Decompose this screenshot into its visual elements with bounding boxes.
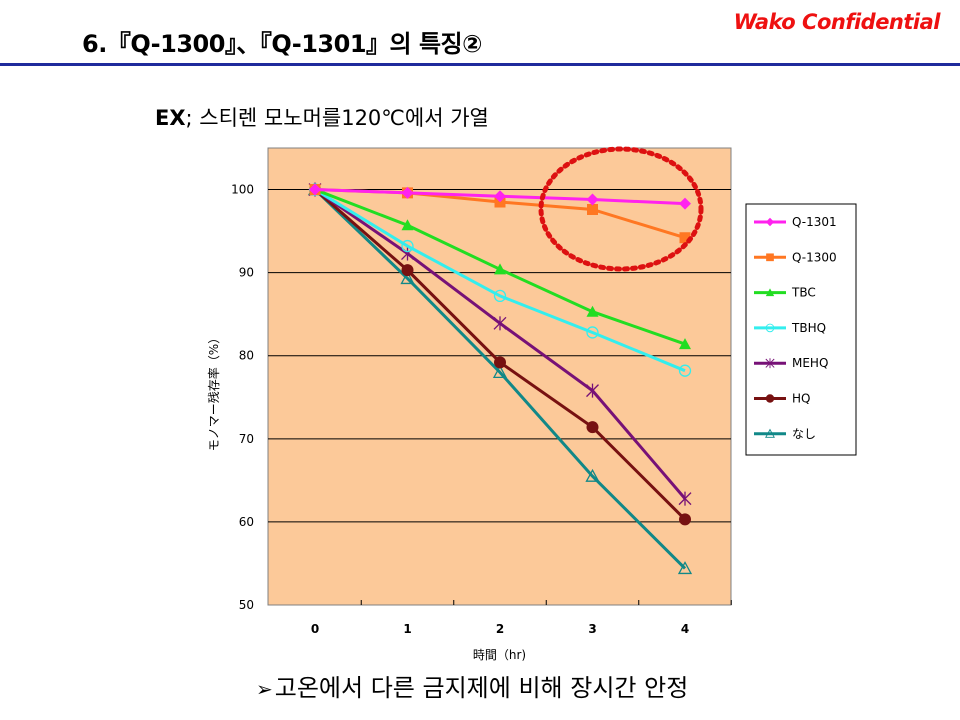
x-axis-ticks: 0 1 2 3 4: [311, 600, 732, 636]
data-point: [586, 421, 599, 434]
legend-item: HQ: [754, 392, 810, 406]
x-tick-label: 1: [403, 622, 411, 636]
data-point: [765, 428, 775, 438]
data-point: [765, 358, 775, 369]
y-axis-title: モノマー残存率（%）: [206, 332, 221, 451]
data-point: [494, 356, 506, 369]
arrow-bullet-icon: ➢: [256, 677, 273, 701]
data-point: [679, 513, 691, 526]
data-point: [401, 219, 414, 231]
data-point: [492, 364, 508, 378]
x-tick-label: 0: [311, 622, 319, 636]
data-point: [401, 264, 414, 277]
legend-item: なし: [754, 427, 816, 441]
data-point: [587, 203, 598, 215]
data-point: [493, 289, 507, 303]
legend-label: MEHQ: [792, 356, 828, 370]
legend-label: HQ: [792, 392, 810, 406]
legend-label: TBC: [791, 286, 816, 300]
y-tick-label: 60: [239, 515, 254, 529]
plot-area: [267, 147, 732, 606]
series-なし: [307, 182, 693, 575]
confidential-label: Wako Confidential: [733, 10, 941, 34]
data-point: [494, 190, 506, 203]
data-point: [766, 253, 774, 262]
data-point: [679, 338, 691, 350]
slide-title: 6.『Q-1300』、『Q-1301』의 특징②: [82, 30, 482, 58]
series-line: [313, 188, 687, 570]
data-point: [401, 239, 414, 253]
title-divider: [0, 63, 960, 66]
data-point: [400, 271, 415, 285]
legend-item: Q-1301: [754, 215, 837, 229]
legend-item: TBHQ: [754, 321, 826, 335]
data-point: [586, 193, 599, 206]
y-tick-label: 100: [231, 183, 254, 197]
legend-item: MEHQ: [754, 356, 828, 370]
conclusion-note: ➢고온에서 다른 금지제에 비해 장시간 안정: [256, 668, 688, 703]
legend-item: TBC: [754, 286, 816, 300]
data-point: [309, 183, 321, 196]
y-tick-label: 90: [239, 266, 254, 280]
y-axis-ticks: 50 60 70 80 90 100: [231, 183, 254, 612]
data-point: [677, 561, 693, 575]
y-tick-label: 50: [239, 598, 254, 612]
subtitle-text: ; 스티렌 모노머를120℃에서 가열: [185, 106, 489, 130]
data-point: [494, 263, 506, 275]
series-Q-1301: [309, 183, 691, 210]
chart-legend: Q-1301 Q-1300 TBC TBHQ MEHQ HQ なし: [745, 203, 857, 456]
data-point: [493, 316, 507, 331]
data-point: [679, 232, 691, 244]
data-point: [678, 364, 692, 377]
data-point: [586, 326, 599, 339]
x-tick-label: 2: [496, 622, 504, 636]
legend-label: Q-1300: [792, 250, 837, 264]
data-point: [765, 288, 775, 297]
data-point: [586, 305, 599, 317]
legend-label: Q-1301: [792, 215, 837, 229]
data-point: [765, 323, 775, 333]
y-tick-label: 70: [239, 432, 254, 446]
y-tick-label: 80: [239, 349, 254, 363]
x-axis-title: 時間（hr): [473, 648, 526, 662]
data-point: [401, 186, 414, 199]
series-layer: [307, 182, 693, 575]
experiment-subtitle: EX; 스티렌 모노머를120℃에서 가열: [155, 102, 489, 132]
x-tick-label: 3: [588, 622, 596, 636]
series-line: [314, 188, 686, 373]
data-point: [585, 468, 600, 482]
x-tick-label: 4: [681, 622, 689, 636]
legend-label: なし: [792, 427, 816, 441]
data-point: [765, 394, 775, 403]
legend-item: Q-1300: [754, 250, 837, 264]
data-point: [678, 491, 692, 506]
conclusion-text: 고온에서 다른 금지제에 비해 장시간 안정: [274, 674, 689, 702]
legend-label: TBHQ: [791, 321, 826, 335]
data-point: [586, 383, 599, 398]
subtitle-prefix: EX: [155, 106, 186, 130]
data-point: [679, 197, 691, 210]
highlight-circle: [538, 146, 704, 272]
